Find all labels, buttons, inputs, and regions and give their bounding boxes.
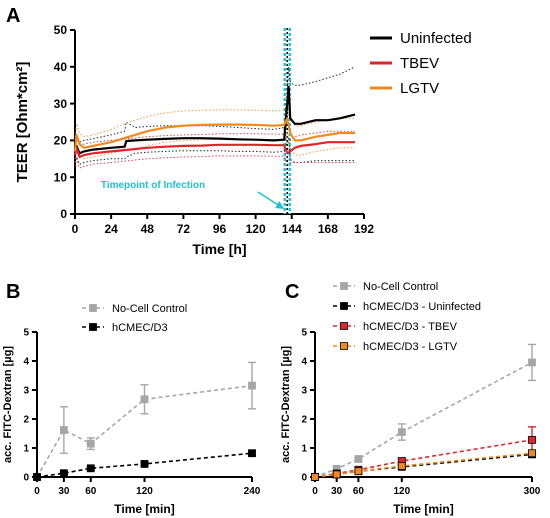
infection-annotation: Timepoint of Infection xyxy=(101,180,205,191)
data-point-lgtv xyxy=(311,473,319,481)
data-point-hcmec xyxy=(140,460,149,468)
legend-label-no_cell: No-Cell Control xyxy=(363,281,438,293)
series-line-lgtv xyxy=(314,452,533,478)
series-line-lgtv xyxy=(73,117,355,152)
data-point-lgtv xyxy=(528,449,536,458)
panel-letter: C xyxy=(285,281,299,303)
data-point-lgtv xyxy=(354,467,363,476)
data-point-no_cell xyxy=(528,358,536,367)
annotation-arrow-head xyxy=(275,201,285,209)
legend-marker-lgtv xyxy=(340,342,348,350)
legend-label-tbev: hCMEC/D3 - TBEV xyxy=(363,321,458,333)
x-tick-label: 24 xyxy=(104,222,118,236)
legend-marker-no_cell xyxy=(340,282,348,290)
series-line-hcmec xyxy=(314,453,533,478)
y-tick-label: 10 xyxy=(54,170,68,184)
y-tick-label: 4 xyxy=(301,357,307,368)
legend-marker-hcmec xyxy=(340,302,348,310)
data-point-no_cell xyxy=(86,439,95,448)
series-line-uninfected xyxy=(73,85,356,156)
data-point-lgtv xyxy=(332,470,341,479)
series-lower-band-tbev xyxy=(74,155,355,169)
x-tick-label: 120 xyxy=(136,486,153,497)
y-tick-label: 50 xyxy=(54,23,68,37)
y-tick-label: 0 xyxy=(23,473,29,484)
y-tick-label: 2 xyxy=(23,415,29,426)
y-tick-label: 30 xyxy=(54,97,68,111)
x-tick-label: 0 xyxy=(34,486,40,497)
x-tick-label: 168 xyxy=(318,222,338,236)
y-axis-title: TEER [Ohm*cm²] xyxy=(14,62,31,183)
data-point-hcmec xyxy=(59,469,68,478)
x-tick-label: 30 xyxy=(58,486,70,497)
legend-label-lgtv: LGTV xyxy=(400,80,439,97)
x-tick-label: 120 xyxy=(246,222,266,236)
x-tick-label: 0 xyxy=(72,222,79,236)
y-tick-label: 0 xyxy=(60,207,67,221)
data-point-no_cell xyxy=(140,395,149,404)
data-point-no_cell xyxy=(248,381,256,390)
series-line-tbev xyxy=(314,439,533,478)
x-tick-label: 48 xyxy=(141,222,155,236)
panel-letter: A xyxy=(6,5,20,27)
data-point-hcmec xyxy=(86,464,95,473)
y-tick-label: 2 xyxy=(301,415,307,426)
legend-label-tbev: TBEV xyxy=(400,55,439,72)
data-point-no_cell xyxy=(59,426,68,434)
y-tick-label: 20 xyxy=(54,134,68,148)
x-tick-label: 144 xyxy=(282,222,302,236)
x-tick-label: 30 xyxy=(331,486,343,497)
legend-label-no_cell: No-Cell Control xyxy=(112,303,187,315)
series-line-no_cell xyxy=(314,361,533,478)
y-tick-label: 4 xyxy=(23,357,29,368)
x-tick-label: 0 xyxy=(312,486,318,497)
data-point-hcmec xyxy=(33,473,41,481)
y-tick-label: 1 xyxy=(301,444,307,455)
x-axis-title: Time [h] xyxy=(192,241,246,257)
y-tick-label: 1 xyxy=(23,444,29,455)
x-axis-title: Time [min] xyxy=(114,502,174,516)
x-tick-label: 72 xyxy=(177,222,191,236)
data-point-no_cell xyxy=(354,455,363,463)
legend-marker-hcmec xyxy=(89,323,97,331)
series-upper-band-uninfected xyxy=(74,66,356,145)
y-tick-label: 3 xyxy=(23,386,29,397)
y-tick-label: 3 xyxy=(301,386,307,397)
legend-label-uninfected: Uninfected xyxy=(400,30,472,47)
x-tick-label: 240 xyxy=(244,486,261,497)
x-tick-label: 96 xyxy=(213,222,227,236)
x-tick-label: 60 xyxy=(353,486,365,497)
x-axis-title: Time [min] xyxy=(393,502,453,516)
data-point-lgtv xyxy=(397,462,406,470)
x-tick-label: 192 xyxy=(354,222,374,236)
legend-label-lgtv: hCMEC/D3 - LGTV xyxy=(363,341,458,353)
legend-label-hcmec: hCMEC/D3 - Uninfected xyxy=(363,301,481,313)
legend-label-hcmec: hCMEC/D3 xyxy=(112,322,168,334)
legend-marker-no_cell xyxy=(89,304,97,312)
y-axis-title: acc. FITC-Dextran [µg] xyxy=(280,346,292,463)
y-axis-title: acc. FITC-Dextran [µg] xyxy=(2,346,14,463)
y-tick-label: 5 xyxy=(301,328,307,339)
series-upper-band-tbev xyxy=(74,130,355,147)
x-tick-label: 300 xyxy=(524,486,541,497)
y-tick-label: 0 xyxy=(301,473,307,484)
x-tick-label: 60 xyxy=(85,486,97,497)
series-upper-band-lgtv xyxy=(74,101,355,141)
data-point-hcmec xyxy=(248,449,256,458)
legend-marker-tbev xyxy=(340,322,348,330)
panel-letter: B xyxy=(6,281,20,303)
data-point-no_cell xyxy=(397,428,406,436)
y-tick-label: 5 xyxy=(23,328,29,339)
y-tick-label: 40 xyxy=(54,60,68,74)
series-line-tbev xyxy=(73,141,355,159)
x-tick-label: 120 xyxy=(393,486,410,497)
data-point-tbev xyxy=(528,435,536,444)
